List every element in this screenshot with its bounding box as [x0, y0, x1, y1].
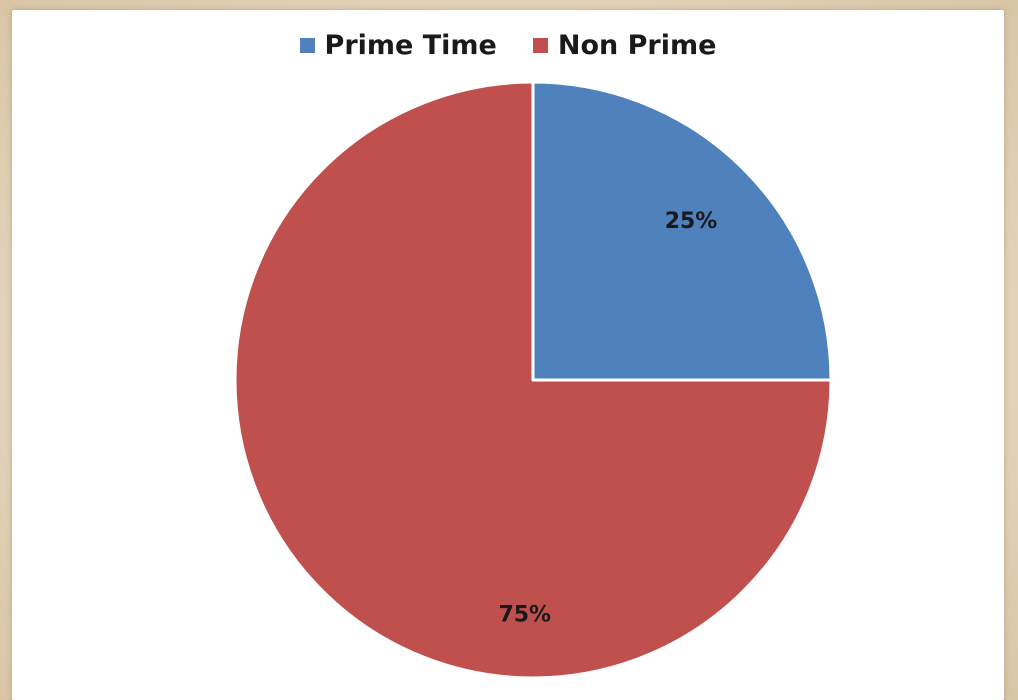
- legend-swatch-prime-time: [299, 38, 315, 53]
- legend-swatch-non-prime: [532, 38, 548, 53]
- legend-label-non-prime: Non Prime: [557, 30, 717, 61]
- pie-slice-non-prime: [233, 80, 833, 680]
- chart-area: Prime Time Non Prime 25% 75%: [12, 10, 1004, 700]
- pie-slice-prime-time: [531, 80, 833, 382]
- legend-label-prime-time: Prime Time: [324, 30, 497, 61]
- legend-item-prime-time: Prime Time: [299, 30, 497, 61]
- data-label-non-prime: 75%: [498, 602, 551, 627]
- legend-item-non-prime: Non Prime: [532, 30, 717, 61]
- chart-legend: Prime Time Non Prime: [12, 30, 1004, 61]
- data-label-prime-time: 25%: [665, 209, 718, 234]
- pie-chart: 25% 75%: [233, 80, 833, 680]
